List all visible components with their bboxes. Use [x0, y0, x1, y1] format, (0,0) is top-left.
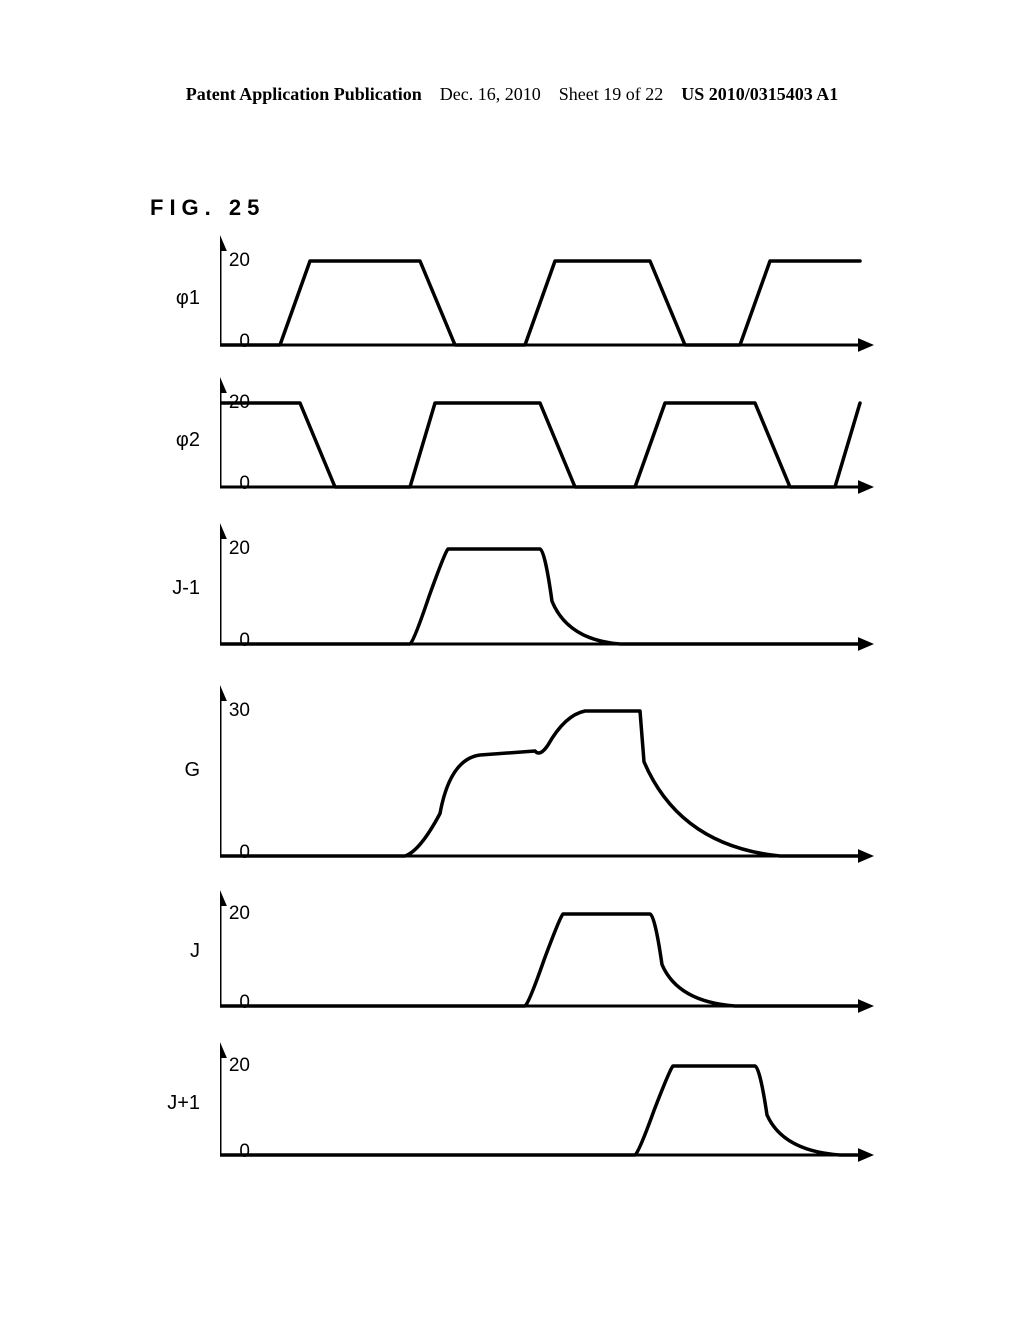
waveform [220, 1066, 860, 1155]
chart-svg [220, 888, 885, 1028]
y-axis-label: G [140, 759, 200, 782]
chart-jm1: J-1200 [140, 519, 900, 669]
chart-svg [220, 681, 885, 876]
chart-svg [220, 1040, 885, 1175]
pub-date: Dec. 16, 2010 [440, 84, 541, 105]
pub-number: US 2010/0315403 A1 [681, 84, 838, 105]
chart-svg [220, 519, 885, 669]
page-header: Patent Application Publication Dec. 16, … [0, 84, 1024, 105]
chart-j: J200 [140, 888, 900, 1028]
waveform [220, 711, 860, 856]
waveform [220, 549, 860, 644]
figure-label: FIG. 25 [150, 195, 265, 221]
chart-svg [220, 377, 885, 507]
waveform [220, 914, 860, 1006]
y-axis-label: J+1 [140, 1092, 200, 1115]
y-axis-label: φ1 [140, 287, 200, 310]
timing-charts: φ1200φ2200J-1200G300J200J+1200 [140, 235, 900, 1187]
chart-phi1: φ1200 [140, 235, 900, 365]
chart-svg [220, 235, 885, 365]
chart-g: G300 [140, 681, 900, 876]
chart-phi2: φ2200 [140, 377, 900, 507]
y-axis-label: J [140, 940, 200, 963]
y-axis-label: J-1 [140, 577, 200, 600]
waveform [220, 403, 860, 487]
waveform [220, 261, 860, 345]
chart-jp1: J+1200 [140, 1040, 900, 1175]
pub-type: Patent Application Publication [186, 84, 422, 105]
pub-sheet: Sheet 19 of 22 [559, 84, 663, 105]
y-axis-label: φ2 [140, 429, 200, 452]
